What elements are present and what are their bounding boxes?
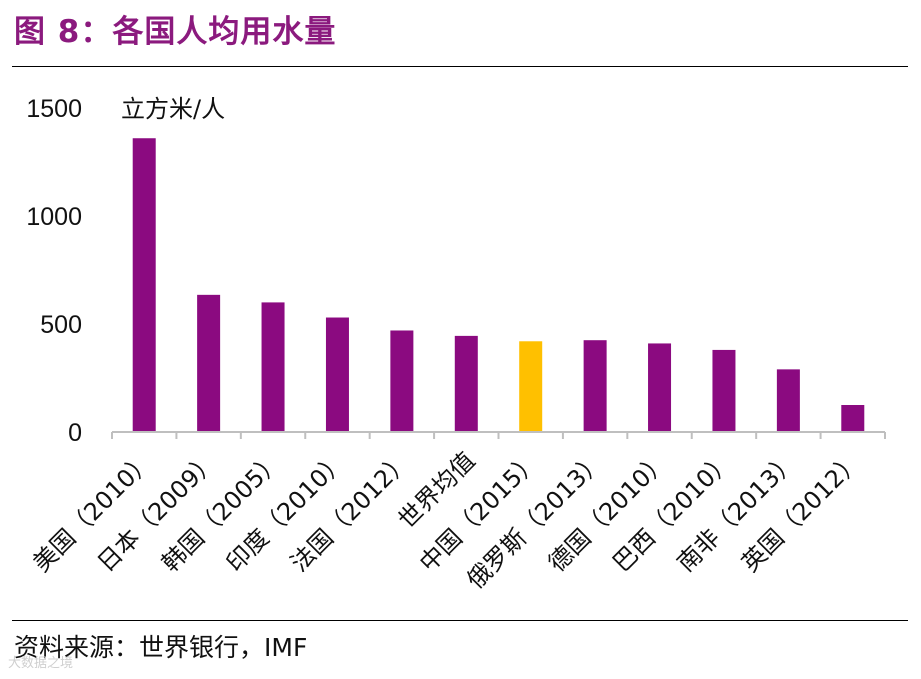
bar (776, 369, 800, 432)
bar (712, 349, 736, 432)
x-axis-ticks (111, 432, 886, 439)
bar (325, 317, 349, 432)
chart-title: 图 8：各国人均用水量 (14, 14, 337, 50)
x-axis-labels: 美国（2010）日本（2009）韩国（2005）印度（2010）法国（2012）… (28, 446, 867, 594)
bar (132, 138, 156, 433)
bar (519, 341, 543, 432)
bottom-divider (12, 620, 908, 621)
bar (197, 294, 221, 432)
bar (648, 343, 672, 432)
bar (261, 302, 285, 432)
bar (583, 340, 607, 432)
y-axis-unit-label: 立方米/人 (121, 95, 225, 123)
bar (390, 330, 414, 432)
top-divider (12, 66, 908, 67)
y-tick-label: 500 (40, 311, 82, 339)
y-tick-label: 1500 (26, 95, 82, 123)
y-tick-label: 1000 (26, 203, 82, 231)
bar (454, 335, 478, 432)
watermark: 大数据之境 (8, 656, 74, 671)
bar (841, 405, 865, 432)
bar-chart: 0 500 1000 1500 立方米/人 美国（2010）日本（2009）韩国（20… (26, 95, 886, 594)
source-note: 资料来源：世界银行，IMF (14, 633, 308, 662)
bars (132, 138, 865, 433)
y-tick-label: 0 (68, 419, 82, 447)
y-axis: 0 500 1000 1500 (26, 95, 82, 447)
